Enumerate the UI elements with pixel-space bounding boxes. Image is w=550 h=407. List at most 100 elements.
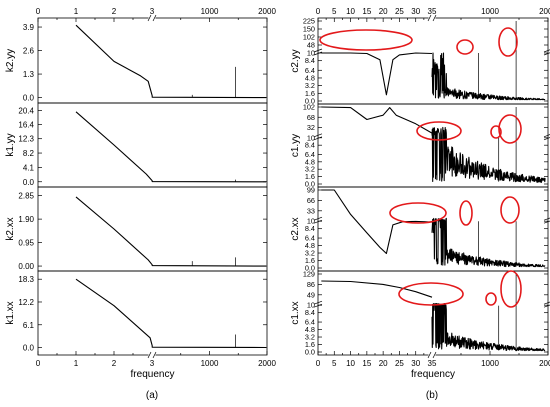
x-tick-label: 20 xyxy=(379,7,388,16)
highlight-ellipse xyxy=(500,196,520,224)
data-line xyxy=(75,24,267,99)
x-tick-label: 0 xyxy=(316,7,321,16)
y-tick-label: 20.4 xyxy=(18,106,34,115)
plot-frame xyxy=(37,102,268,188)
y-tick-label: 6.4 xyxy=(305,66,315,75)
y-tick-label: 8.4 xyxy=(305,141,315,150)
y-tick-label: 4.8 xyxy=(305,325,315,334)
highlight-ellipse xyxy=(416,121,462,141)
y-axis-break-mark xyxy=(543,301,550,305)
y-axis-break-mark xyxy=(313,303,323,308)
y-axis-break-mark xyxy=(543,220,550,224)
axis-break-mark xyxy=(152,351,157,359)
y-tick-label: 0.0 xyxy=(305,180,315,189)
chart-a-1: 0.0 4.1 8.2 12.3 16.4 20.4 k1.yy xyxy=(5,102,268,188)
data-line xyxy=(321,52,433,96)
x-tick-label: 2 xyxy=(112,359,117,368)
y-tick-label: 102 xyxy=(303,103,315,112)
highlight-ellipse xyxy=(500,270,522,308)
y-tick-label: 68 xyxy=(307,113,315,122)
spectrum-line xyxy=(431,302,546,352)
y-tick-label: 0.0 xyxy=(305,348,315,357)
y-tick-label: 6.4 xyxy=(305,234,315,243)
y-tick-label: 99 xyxy=(307,186,315,195)
panel-label-a: (a) xyxy=(146,390,158,401)
y-axis-break-mark xyxy=(543,52,550,56)
highlight-ellipse xyxy=(490,125,502,139)
x-tick-label: 10 xyxy=(346,359,355,368)
data-line xyxy=(75,196,267,267)
y-tick-label: 8.4 xyxy=(305,56,315,65)
y-tick-label: 0.0 xyxy=(23,344,35,353)
y-tick-label: 150 xyxy=(303,25,315,34)
highlight-ellipse xyxy=(498,114,522,144)
y-tick-label: 1.3 xyxy=(23,70,35,79)
data-line xyxy=(321,280,433,298)
x-tick-label: 30 xyxy=(411,359,420,368)
y-tick-label: 4.1 xyxy=(23,163,35,172)
x-tick-label: 1 xyxy=(74,7,79,16)
highlight-ellipse xyxy=(459,200,473,226)
axis-break-gap xyxy=(428,352,436,358)
x-tick-label: 35 xyxy=(428,7,437,16)
x-axis-label-b: frequency xyxy=(411,369,455,380)
highlight-ellipse xyxy=(389,202,447,224)
data-line xyxy=(75,111,267,183)
highlight-ellipse xyxy=(498,27,518,57)
chart-a-2: 0.00 0.95 1.90 2.85 k2.xx xyxy=(5,186,268,272)
axis-break-mark xyxy=(427,351,432,359)
axis-break-mark xyxy=(432,351,437,359)
x-tick-label: 30 xyxy=(411,7,420,16)
x-tick-label: 1000 xyxy=(201,359,219,368)
x-tick-label: 2000 xyxy=(539,359,550,368)
axis-break-mark xyxy=(147,351,152,359)
y-tick-label: 12.3 xyxy=(18,135,34,144)
y-tick-label: 1.6 xyxy=(305,172,315,181)
y-tick-label: 1.6 xyxy=(305,340,315,349)
y-tick-label: 33 xyxy=(307,206,315,215)
x-tick-label: 1000 xyxy=(201,7,219,16)
axis-break-mark xyxy=(152,14,157,22)
a-top-axis: 0 1 2 1000 2000 3 xyxy=(36,7,276,22)
y-axis-label: c2.yy xyxy=(290,49,301,72)
y-tick-label: 86 xyxy=(307,280,315,289)
x-tick-label: 15 xyxy=(362,359,371,368)
y-tick-label: 0.0 xyxy=(305,264,315,273)
plot-frame xyxy=(37,270,268,356)
y-tick-label: 10 xyxy=(307,133,315,142)
data-line xyxy=(321,189,433,255)
y-axis-break-mark xyxy=(543,217,550,221)
x-tick-label: 0 xyxy=(316,359,321,368)
y-axis-break-mark xyxy=(543,134,550,138)
x-tick-label: 10 xyxy=(346,7,355,16)
highlight-ellipse xyxy=(319,29,413,51)
x-tick-label: 15 xyxy=(362,7,371,16)
y-axis-break-mark xyxy=(313,136,323,141)
y-tick-label: 4.8 xyxy=(305,241,315,250)
x-tick-label: 25 xyxy=(395,359,404,368)
y-tick-label: 3.2 xyxy=(305,333,315,342)
a-bottom-axis: 0 1 2 1000 2000 3 xyxy=(36,351,276,368)
y-axis-break-mark xyxy=(313,219,323,224)
y-tick-label: 225 xyxy=(303,17,315,26)
chart-a-3: 0.0 6.1 12.2 18.3 k1.xx xyxy=(5,270,268,356)
y-tick-label: 48 xyxy=(307,41,315,50)
x-tick-label: 35 xyxy=(428,359,437,368)
x-tick-label: 5 xyxy=(332,7,337,16)
x-tick-label: 1000 xyxy=(481,7,499,16)
axis-break-mark xyxy=(427,14,432,22)
x-tick-label: 5 xyxy=(332,359,337,368)
y-tick-label: 1.6 xyxy=(305,89,315,98)
y-axis-label: k1.xx xyxy=(5,301,16,324)
y-tick-label: 0.0 xyxy=(23,94,35,103)
y-axis-label: k1.yy xyxy=(5,133,16,156)
spectrum-line xyxy=(431,217,546,268)
y-tick-label: 12.2 xyxy=(18,298,34,307)
x-tick-label: 2 xyxy=(112,7,117,16)
y-tick-label: 18.3 xyxy=(18,275,34,284)
x-tick-label: 2000 xyxy=(539,7,550,16)
